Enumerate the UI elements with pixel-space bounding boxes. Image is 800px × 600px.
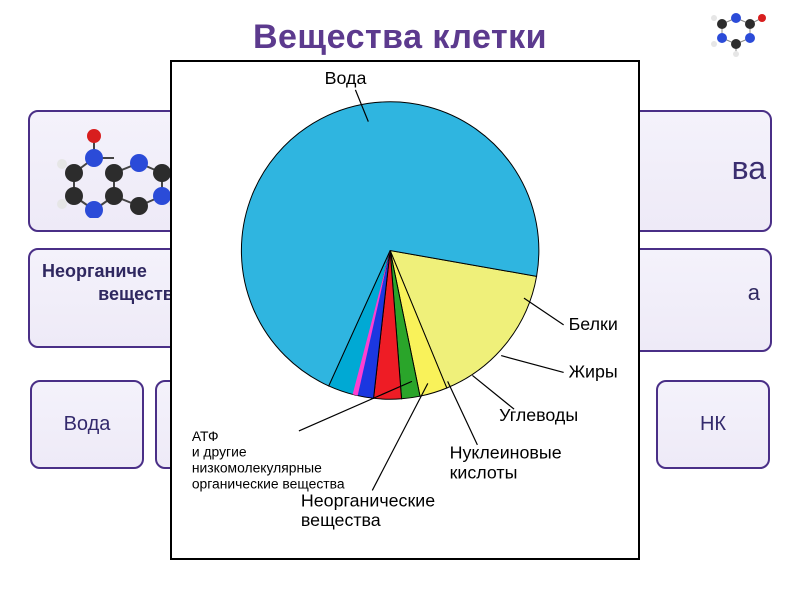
chart-label: Неорганическиевещества [301,490,435,530]
chart-label: АТФи другиенизкомолекулярныеорганические… [192,428,345,492]
chart-label: Белки [569,314,618,334]
chart-label: Жиры [569,361,618,381]
bg-box-nk-label: НК [700,413,726,436]
chart-label: Углеводы [499,405,578,425]
page-title: Вещества клетки [0,18,800,57]
bg-box-water-label: Вода [64,413,111,436]
molecule-icon [702,4,782,60]
leader-line [524,298,564,325]
bg-box-nk: НК [656,380,770,469]
chart-label: Нуклеиновыекислоты [450,443,562,483]
bg-box-water: Вода [30,380,144,469]
pie-chart: Вода Белки Жиры Углеводы Нуклеиновыекислоты Н… [172,62,638,558]
leader-line [448,381,478,444]
pie-chart-panel: Вода Белки Жиры Углеводы Нуклеиновыекислоты Н… [170,60,640,560]
leader-line [372,383,428,490]
chart-label: Вода [325,68,367,88]
bg-box-top-right-text: ва [732,150,766,187]
bg-box-mid-right-text: а [748,280,760,306]
leader-line [501,356,563,373]
